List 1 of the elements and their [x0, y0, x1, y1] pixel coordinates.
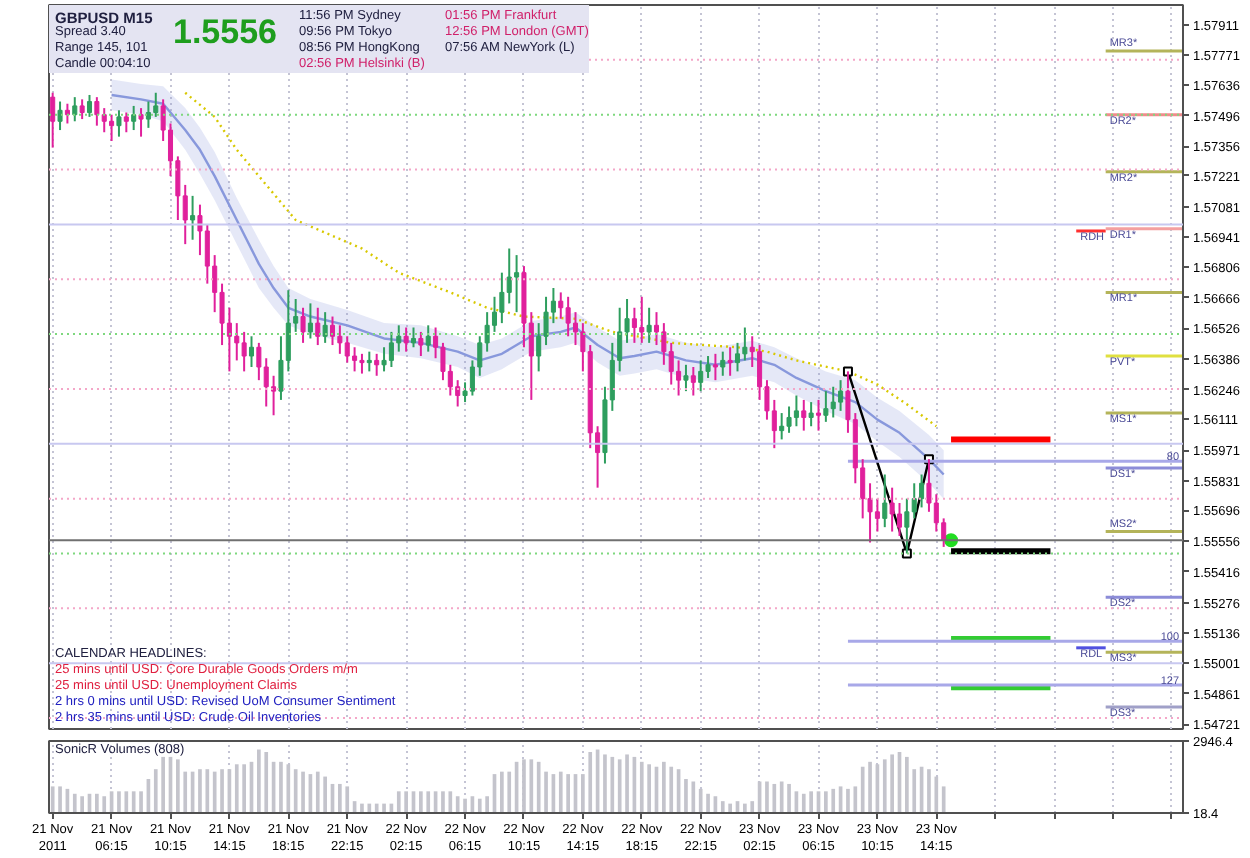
annotation: 1.5556 [173, 13, 277, 51]
